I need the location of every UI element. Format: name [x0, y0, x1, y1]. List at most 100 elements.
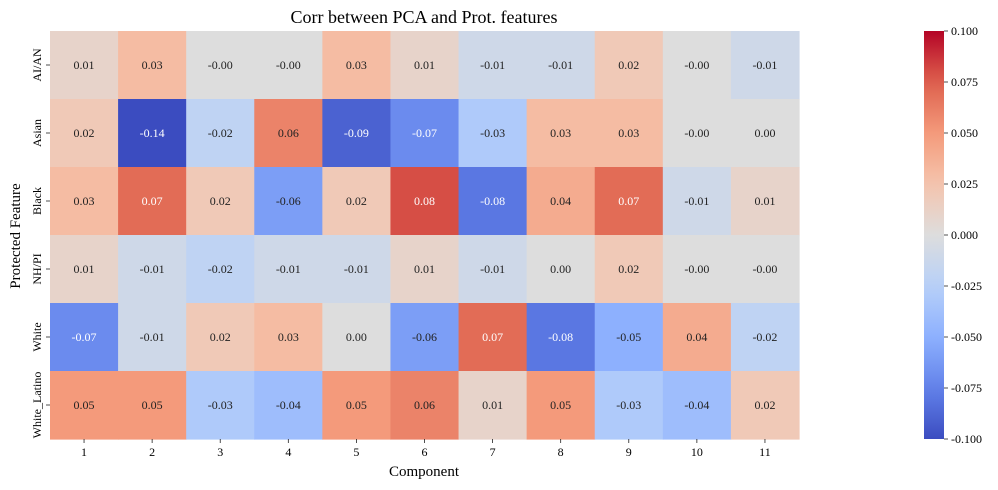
x-tick-label: 1: [81, 445, 87, 459]
cell-value-label: 0.01: [74, 58, 95, 72]
y-tick-label: Black: [30, 187, 44, 215]
heatmap-cell: [254, 303, 323, 372]
cell-value-label: 0.07: [482, 330, 503, 344]
cell-value-label: 0.06: [278, 126, 299, 140]
heatmap-cells: 0.01 0.03 -0.00 -0.00 0.03 0.01 -0.01 -0.01 0.02…: [50, 31, 800, 440]
cell-value-label: 0.06: [414, 398, 435, 412]
colorbar-tick-label: -0.025: [951, 279, 982, 293]
x-tick-label: 11: [759, 445, 771, 459]
heatmap-cell: [186, 371, 255, 440]
heatmap-cell: [118, 31, 187, 100]
heatmap-cell: [118, 99, 187, 168]
cell-value-label: 0.00: [346, 330, 367, 344]
heatmap-cell: [254, 99, 323, 168]
y-axis-label: Protected Feature: [8, 183, 24, 289]
cell-value-label: -0.01: [276, 262, 301, 276]
cell-value-label: 0.01: [74, 262, 95, 276]
chart-title: Corr between PCA and Prot. features: [291, 7, 558, 27]
heatmap-cell: [254, 371, 323, 440]
cell-value-label: -0.00: [752, 262, 777, 276]
heatmap-cell: [662, 167, 732, 236]
x-tick-label: 3: [217, 445, 223, 459]
cell-value-label: 0.05: [142, 398, 163, 412]
heatmap-cell: [50, 167, 119, 236]
y-tick-label: NH/PI: [30, 253, 44, 284]
heatmap-cell: [662, 99, 732, 168]
cell-value-label: 0.04: [686, 330, 707, 344]
cell-value-label: 0.03: [142, 58, 163, 72]
heatmap-cell: [118, 235, 187, 304]
cell-value-label: 0.01: [414, 58, 435, 72]
cell-value-label: 0.07: [618, 194, 639, 208]
x-tick-label: 9: [626, 445, 632, 459]
heatmap-cell: [322, 303, 392, 372]
y-tick-label: Asian: [30, 119, 44, 147]
cell-value-label: -0.02: [752, 330, 777, 344]
cell-value-label: -0.01: [684, 194, 709, 208]
colorbar-tick-label: 0.025: [951, 177, 978, 191]
x-tick-label: 7: [490, 445, 496, 459]
cell-value-label: -0.09: [344, 126, 369, 140]
cell-value-label: 0.05: [74, 398, 95, 412]
heatmap-cell: [526, 99, 596, 168]
cell-value-label: -0.00: [276, 58, 301, 72]
heatmap-cell: [50, 371, 119, 440]
heatmap-cell: [526, 31, 596, 100]
cell-value-label: -0.06: [412, 330, 437, 344]
cell-value-label: 0.01: [482, 398, 503, 412]
cell-value-label: 0.02: [210, 194, 231, 208]
cell-value-label: -0.00: [208, 58, 233, 72]
cell-value-label: -0.04: [276, 398, 301, 412]
cell-value-label: -0.14: [140, 126, 165, 140]
heatmap-cell: [458, 371, 528, 440]
heatmap-cell: [254, 235, 323, 304]
heatmap-cell: [730, 99, 800, 168]
cell-value-label: 0.03: [618, 126, 639, 140]
heatmap-cell: [730, 31, 800, 100]
heatmap-cell: [186, 303, 255, 372]
cell-value-label: -0.07: [412, 126, 437, 140]
heatmap-cell: [50, 235, 119, 304]
heatmap-cell: [186, 167, 255, 236]
cell-value-label: 0.00: [550, 262, 571, 276]
heatmap-cell: [118, 167, 187, 236]
heatmap-cell: [526, 303, 596, 372]
colorbar-tick-label: 0.075: [951, 75, 978, 89]
cell-value-label: 0.01: [754, 194, 775, 208]
cell-value-label: 0.03: [346, 58, 367, 72]
heatmap-cell: [730, 303, 800, 372]
cell-value-label: -0.06: [276, 194, 301, 208]
cell-value-label: 0.04: [550, 194, 571, 208]
heatmap-cell: [254, 167, 323, 236]
cell-value-label: 0.02: [346, 194, 367, 208]
x-tick-label: 5: [353, 445, 359, 459]
heatmap-cell: [50, 31, 119, 100]
cell-value-label: 0.05: [346, 398, 367, 412]
cell-value-label: 0.01: [414, 262, 435, 276]
heatmap-cell: [662, 303, 732, 372]
cell-value-label: -0.01: [140, 262, 165, 276]
heatmap-cell: [50, 99, 119, 168]
heatmap-cell: [390, 99, 460, 168]
cell-value-label: 0.03: [278, 330, 299, 344]
cell-value-label: -0.01: [140, 330, 165, 344]
heatmap-cell: [594, 303, 664, 372]
cell-value-label: -0.01: [548, 58, 573, 72]
colorbar-tick-label: -0.075: [951, 381, 982, 395]
heatmap-cell: [322, 371, 392, 440]
x-tick-label: 4: [285, 445, 291, 459]
heatmap-cell: [50, 303, 119, 372]
cell-value-label: 0.05: [550, 398, 571, 412]
heatmap-cell: [254, 31, 323, 100]
cell-value-label: -0.08: [480, 194, 505, 208]
colorbar-tick-label: -0.100: [951, 432, 982, 446]
heatmap-cell: [662, 235, 732, 304]
heatmap-cell: [594, 235, 664, 304]
heatmap-cell: [390, 31, 460, 100]
cell-value-label: 0.07: [142, 194, 163, 208]
colorbar-tick-label: 0.000: [951, 228, 978, 242]
cell-value-label: -0.08: [548, 330, 573, 344]
cell-value-label: -0.00: [684, 126, 709, 140]
cell-value-label: 0.02: [618, 58, 639, 72]
